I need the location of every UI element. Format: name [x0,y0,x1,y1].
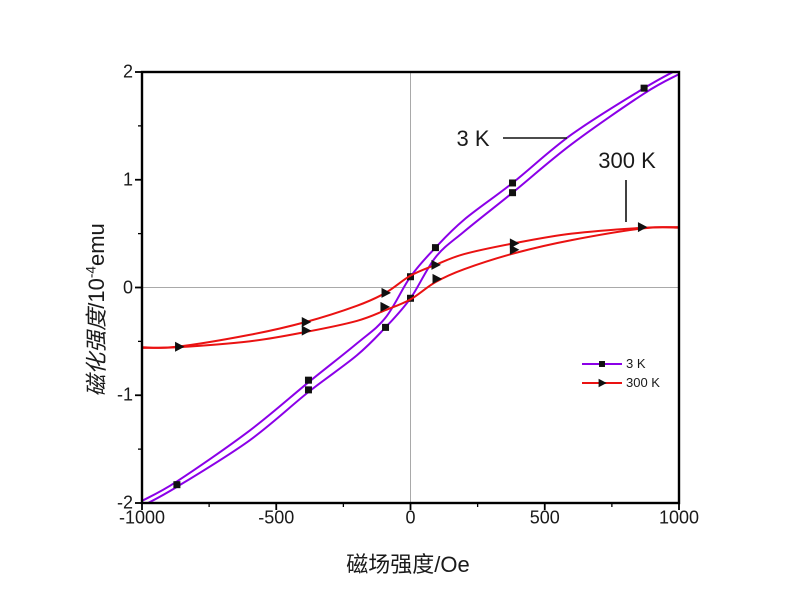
square-marker [173,481,181,489]
triangle-right-marker [509,238,520,249]
square-marker [431,244,439,252]
triangle-right-marker [380,301,390,312]
triangle-right-marker [637,222,648,233]
x-tick-label: -500 [258,507,295,528]
square-marker [599,360,605,367]
y-axis-title-unit: emu [84,223,109,267]
square-marker [382,323,390,331]
x-tick-label: 500 [529,507,560,528]
x-tick-label: -1000 [118,507,166,528]
legend-entry-300k: 300 K [581,373,660,392]
x-axis-title: 磁场强度/Oe [346,552,470,577]
y-axis-title-unit-pre: /10 [84,278,109,309]
square-marker [640,84,648,92]
y-tick-label: 1 [122,169,133,190]
y-axis-title: 磁化强度/10-4emu [79,223,111,397]
square-marker [304,386,312,394]
y-tick-label: 2 [122,61,133,82]
legend-label: 300 K [626,375,660,390]
y-axis-title-cn: 磁化强度 [84,308,109,397]
y-tick-label: 0 [122,277,133,297]
triangle-right-marker [432,273,443,284]
legend-key [582,360,622,367]
series-curve-300k [142,226,679,349]
plot-frame [140,70,681,505]
legend-label: 3 K [626,356,646,371]
annotation-3k: 3 K [456,126,490,151]
square-marker [509,189,517,197]
y-tick-label: -2 [116,492,133,513]
x-tick-label: 0 [405,507,416,528]
triangle-right-marker [431,259,441,270]
y-axis-title-exponent: -4 [83,266,99,279]
y-tick-label: -1 [116,384,133,405]
square-marker [304,376,312,384]
legend: 3 K 300 K [581,354,660,392]
annotation-300k: 300 K [598,148,656,173]
triangle-right-marker [598,378,607,387]
series-curve-300k [142,226,679,349]
legend-entry-3k: 3 K [581,354,660,373]
square-marker [509,179,517,187]
x-tick-label: 1000 [658,507,700,528]
legend-key [582,378,622,387]
triangle-right-marker [175,341,185,352]
triangle-right-marker [301,325,312,336]
triangle-right-marker [301,316,312,327]
triangle-right-marker [509,244,520,255]
triangle-right-marker [381,287,392,298]
